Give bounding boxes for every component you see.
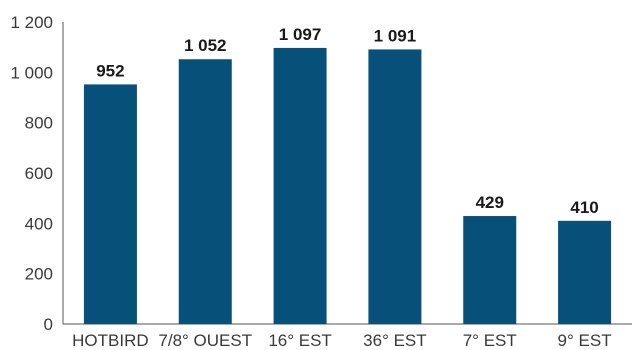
y-tick-label: 0	[44, 315, 53, 334]
y-tick-label: 800	[25, 114, 53, 133]
x-category-label: 9° EST	[558, 331, 612, 350]
bar-value-label: 429	[476, 193, 504, 212]
bar	[558, 220, 612, 324]
y-tick-label: 400	[25, 214, 53, 233]
category-labels-group: HOTBIRD 7/8° OUEST 16° EST 36° EST 7° EST 9° …	[72, 331, 611, 350]
bars-group	[83, 47, 612, 325]
bar-value-label: 1 052	[184, 36, 227, 55]
bar-value-label: 1 097	[279, 25, 322, 44]
value-labels-group: 952 1 052 1 097 1 091 429 410	[96, 25, 599, 217]
bar	[463, 216, 517, 324]
y-tick-label: 1 000	[10, 63, 53, 82]
y-tick-label: 200	[25, 265, 53, 284]
bar-value-label: 410	[570, 198, 598, 217]
y-tick-label: 1 200	[10, 13, 53, 32]
bar	[273, 47, 327, 325]
x-category-label: 16° EST	[268, 331, 332, 350]
bar-value-label: 952	[96, 61, 124, 80]
y-tick-label: 600	[25, 164, 53, 183]
bar	[178, 59, 232, 324]
y-axis-ticks: 0 200 400 600 800 1 000 1 200	[10, 13, 53, 334]
x-category-label: 36° EST	[363, 331, 427, 350]
x-category-label: 7° EST	[463, 331, 517, 350]
bar	[83, 84, 137, 324]
bar	[368, 49, 422, 324]
bar-value-label: 1 091	[374, 26, 417, 45]
x-category-label: 7/8° OUEST	[158, 331, 252, 350]
x-category-label: HOTBIRD	[72, 331, 149, 350]
